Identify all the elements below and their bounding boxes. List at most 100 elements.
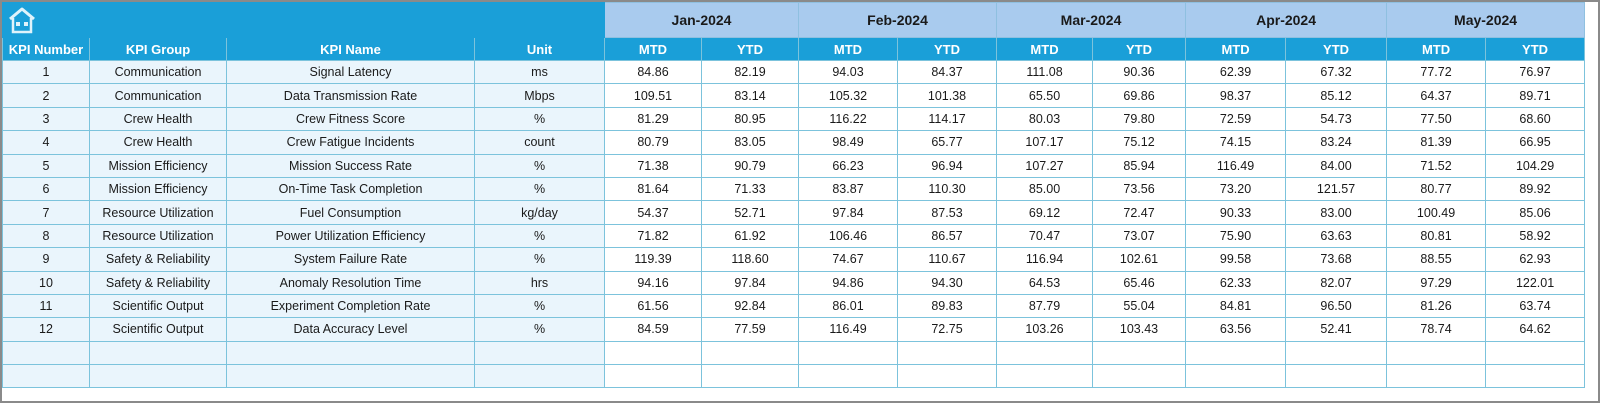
cell-mtd[interactable]: 81.26 xyxy=(1386,293,1487,319)
cell-kpi-name[interactable]: Fuel Consumption xyxy=(226,200,475,225)
cell-ytd[interactable]: 54.73 xyxy=(1285,106,1388,132)
cell-mtd[interactable]: 84.59 xyxy=(604,317,702,342)
empty-cell[interactable] xyxy=(1485,340,1586,366)
cell-mtd[interactable]: 109.51 xyxy=(604,83,702,108)
empty-cell[interactable] xyxy=(1386,364,1487,389)
cell-kpi-name[interactable]: Power Utilization Efficiency xyxy=(226,223,475,249)
cell-ytd[interactable]: 94.30 xyxy=(896,270,998,295)
cell-ytd[interactable]: 73.07 xyxy=(1092,223,1187,249)
cell-kpi-number[interactable]: 4 xyxy=(2,130,90,155)
cell-kpi-group[interactable]: Scientific Output xyxy=(89,293,227,319)
cell-ytd[interactable]: 101.38 xyxy=(896,83,998,108)
cell-ytd[interactable]: 90.79 xyxy=(701,153,799,178)
cell-mtd[interactable]: 77.72 xyxy=(1386,59,1487,85)
cell-mtd[interactable]: 98.49 xyxy=(798,130,898,155)
cell-ytd[interactable]: 68.60 xyxy=(1485,106,1586,132)
cell-kpi-name[interactable]: Anomaly Resolution Time xyxy=(226,270,475,295)
cell-ytd[interactable]: 82.19 xyxy=(701,59,799,85)
cell-mtd[interactable]: 107.17 xyxy=(996,130,1094,155)
cell-ytd[interactable]: 110.67 xyxy=(896,247,998,272)
cell-unit[interactable]: % xyxy=(474,247,605,272)
cell-mtd[interactable]: 64.37 xyxy=(1386,83,1487,108)
cell-unit[interactable]: % xyxy=(474,176,605,202)
cell-ytd[interactable]: 114.17 xyxy=(896,106,998,132)
cell-kpi-group[interactable]: Mission Efficiency xyxy=(89,176,227,202)
cell-kpi-group[interactable]: Communication xyxy=(89,83,227,108)
cell-mtd[interactable]: 94.03 xyxy=(798,59,898,85)
cell-mtd[interactable]: 86.01 xyxy=(798,293,898,319)
cell-mtd[interactable]: 100.49 xyxy=(1386,200,1487,225)
cell-kpi-number[interactable]: 11 xyxy=(2,293,90,319)
cell-unit[interactable]: ms xyxy=(474,59,605,85)
cell-ytd[interactable]: 73.56 xyxy=(1092,176,1187,202)
cell-kpi-number[interactable]: 5 xyxy=(2,153,90,178)
empty-cell[interactable] xyxy=(996,364,1094,389)
home-icon[interactable] xyxy=(7,6,37,37)
cell-mtd[interactable]: 94.86 xyxy=(798,270,898,295)
cell-mtd[interactable]: 72.59 xyxy=(1185,106,1287,132)
cell-mtd[interactable]: 78.74 xyxy=(1386,317,1487,342)
cell-ytd[interactable]: 52.41 xyxy=(1285,317,1388,342)
cell-kpi-group[interactable]: Scientific Output xyxy=(89,317,227,342)
cell-mtd[interactable]: 119.39 xyxy=(604,247,702,272)
cell-mtd[interactable]: 71.38 xyxy=(604,153,702,178)
cell-ytd[interactable]: 65.46 xyxy=(1092,270,1187,295)
empty-cell[interactable] xyxy=(1386,340,1487,366)
cell-unit[interactable]: % xyxy=(474,317,605,342)
cell-ytd[interactable]: 72.47 xyxy=(1092,200,1187,225)
cell-mtd[interactable]: 62.33 xyxy=(1185,270,1287,295)
cell-ytd[interactable]: 84.00 xyxy=(1285,153,1388,178)
cell-mtd[interactable]: 74.15 xyxy=(1185,130,1287,155)
cell-ytd[interactable]: 65.77 xyxy=(896,130,998,155)
cell-kpi-group[interactable]: Crew Health xyxy=(89,106,227,132)
cell-mtd[interactable]: 103.26 xyxy=(996,317,1094,342)
cell-mtd[interactable]: 90.33 xyxy=(1185,200,1287,225)
cell-mtd[interactable]: 66.23 xyxy=(798,153,898,178)
empty-cell[interactable] xyxy=(604,364,702,389)
empty-cell[interactable] xyxy=(996,340,1094,366)
cell-kpi-name[interactable]: Experiment Completion Rate xyxy=(226,293,475,319)
cell-kpi-group[interactable]: Mission Efficiency xyxy=(89,153,227,178)
cell-mtd[interactable]: 84.81 xyxy=(1185,293,1287,319)
cell-ytd[interactable]: 103.43 xyxy=(1092,317,1187,342)
cell-mtd[interactable]: 77.50 xyxy=(1386,106,1487,132)
empty-cell[interactable] xyxy=(604,340,702,366)
cell-ytd[interactable]: 79.80 xyxy=(1092,106,1187,132)
empty-cell[interactable] xyxy=(226,340,475,366)
cell-ytd[interactable]: 83.24 xyxy=(1285,130,1388,155)
cell-unit[interactable]: % xyxy=(474,223,605,249)
cell-kpi-group[interactable]: Crew Health xyxy=(89,130,227,155)
cell-mtd[interactable]: 65.50 xyxy=(996,83,1094,108)
cell-ytd[interactable]: 72.75 xyxy=(896,317,998,342)
cell-mtd[interactable]: 99.58 xyxy=(1185,247,1287,272)
cell-mtd[interactable]: 71.52 xyxy=(1386,153,1487,178)
cell-unit[interactable]: % xyxy=(474,293,605,319)
cell-ytd[interactable]: 64.62 xyxy=(1485,317,1586,342)
cell-mtd[interactable]: 80.81 xyxy=(1386,223,1487,249)
cell-mtd[interactable]: 106.46 xyxy=(798,223,898,249)
cell-kpi-number[interactable]: 9 xyxy=(2,247,90,272)
cell-kpi-group[interactable]: Safety & Reliability xyxy=(89,270,227,295)
cell-mtd[interactable]: 54.37 xyxy=(604,200,702,225)
cell-ytd[interactable]: 86.57 xyxy=(896,223,998,249)
cell-mtd[interactable]: 105.32 xyxy=(798,83,898,108)
cell-kpi-name[interactable]: On-Time Task Completion xyxy=(226,176,475,202)
cell-ytd[interactable]: 89.71 xyxy=(1485,83,1586,108)
cell-kpi-number[interactable]: 8 xyxy=(2,223,90,249)
cell-mtd[interactable]: 80.79 xyxy=(604,130,702,155)
cell-ytd[interactable]: 90.36 xyxy=(1092,59,1187,85)
cell-kpi-group[interactable]: Communication xyxy=(89,59,227,85)
cell-mtd[interactable]: 75.90 xyxy=(1185,223,1287,249)
cell-kpi-number[interactable]: 1 xyxy=(2,59,90,85)
cell-ytd[interactable]: 85.94 xyxy=(1092,153,1187,178)
cell-mtd[interactable]: 80.77 xyxy=(1386,176,1487,202)
cell-ytd[interactable]: 85.12 xyxy=(1285,83,1388,108)
cell-kpi-number[interactable]: 3 xyxy=(2,106,90,132)
empty-cell[interactable] xyxy=(1285,364,1388,389)
cell-mtd[interactable]: 116.22 xyxy=(798,106,898,132)
empty-cell[interactable] xyxy=(1092,364,1187,389)
cell-ytd[interactable]: 110.30 xyxy=(896,176,998,202)
cell-ytd[interactable]: 55.04 xyxy=(1092,293,1187,319)
cell-unit[interactable]: hrs xyxy=(474,270,605,295)
cell-ytd[interactable]: 84.37 xyxy=(896,59,998,85)
